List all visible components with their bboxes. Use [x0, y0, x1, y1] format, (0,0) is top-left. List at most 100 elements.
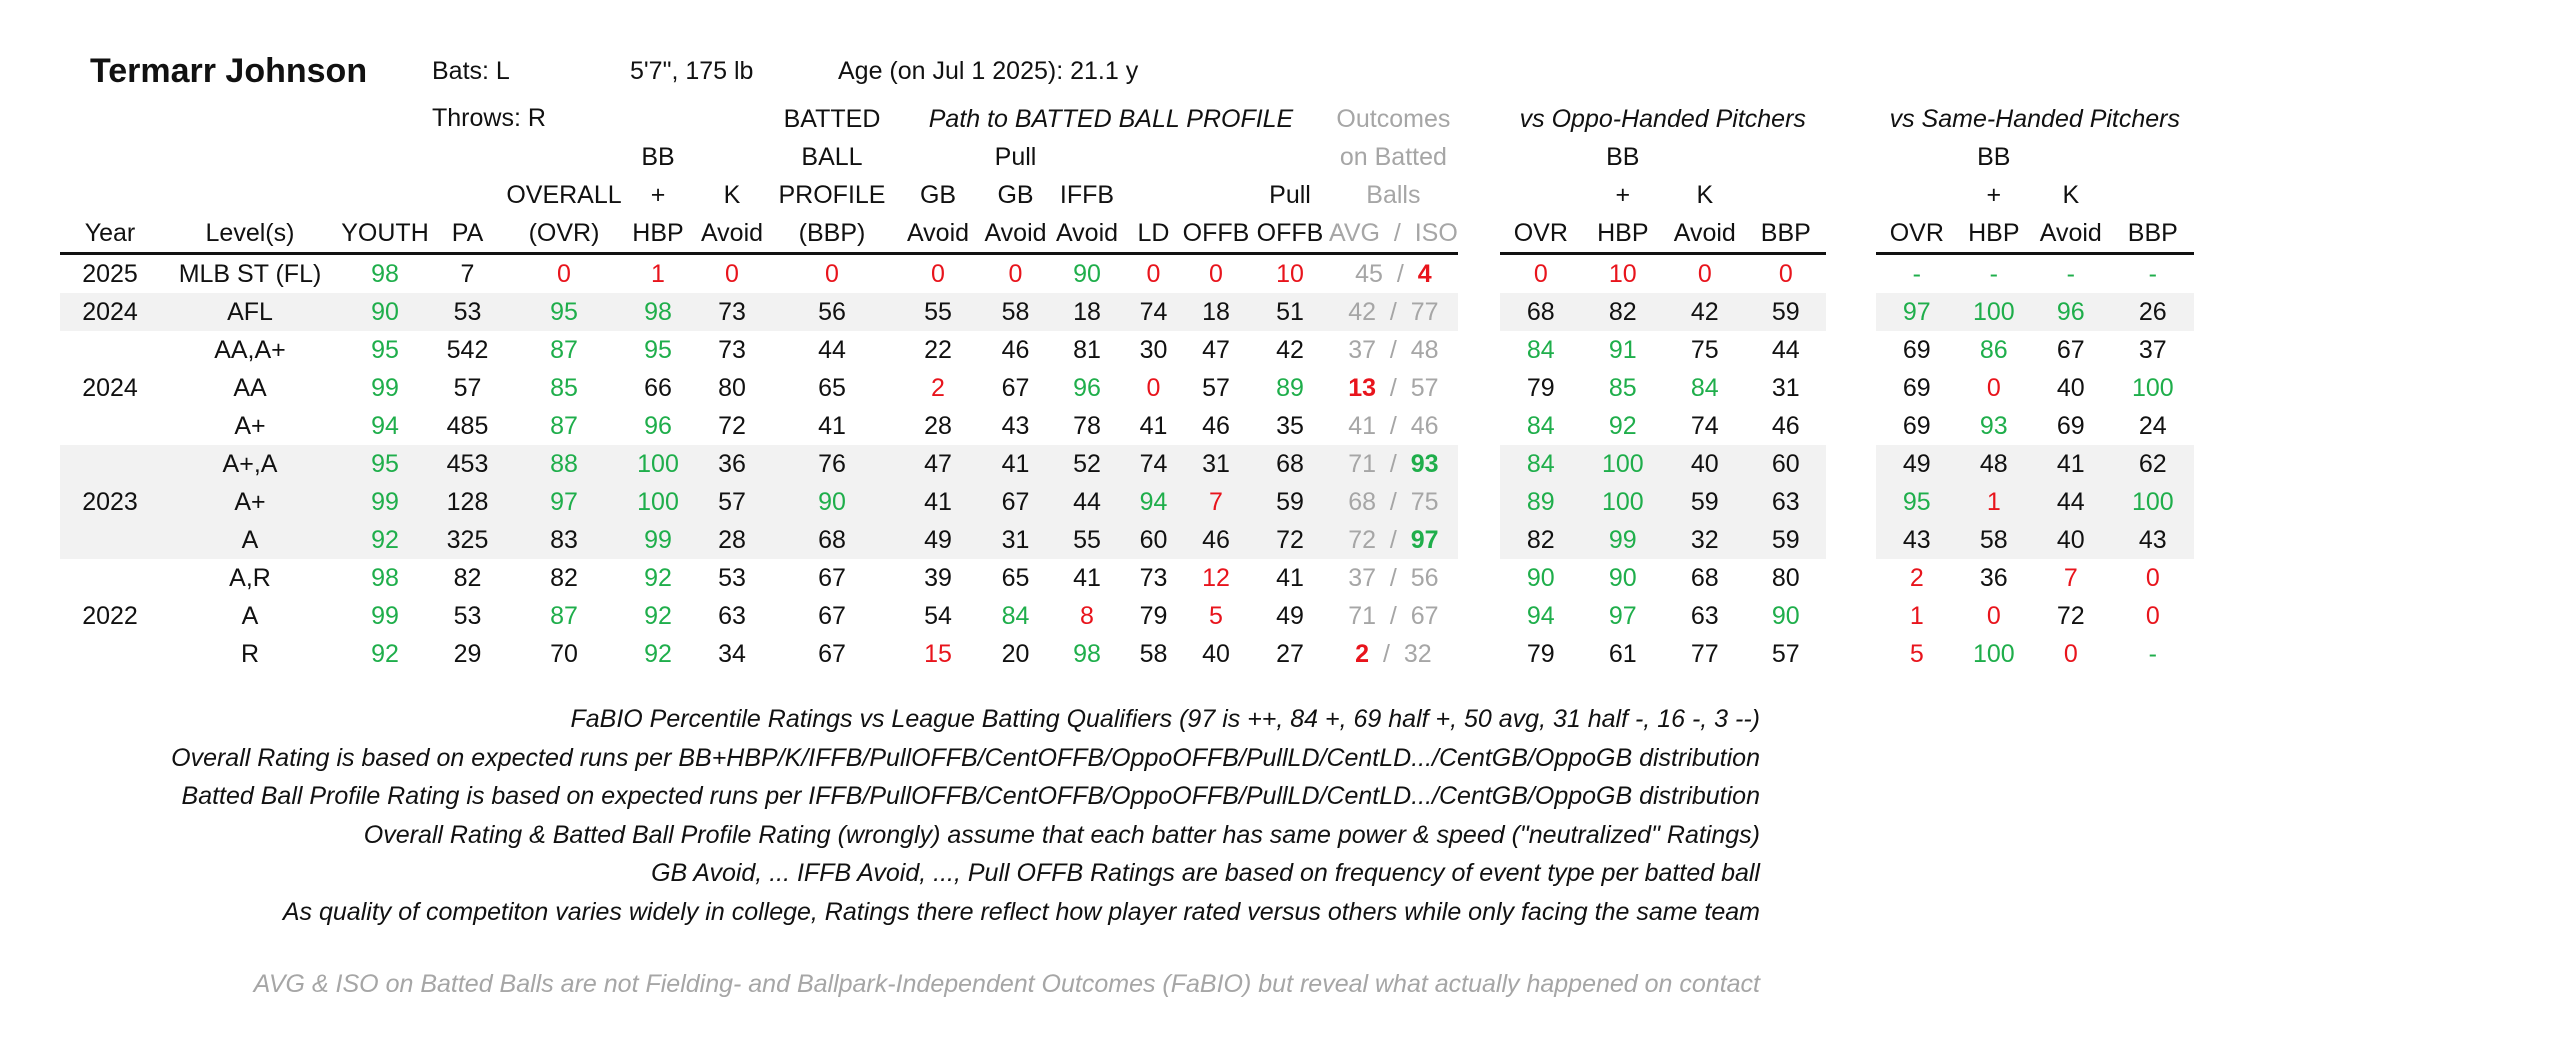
table-row: 2023 A+ 99 128 97 100 57 90 41 67 44 94 7 59 68 / 75 89…: [60, 483, 2194, 521]
cell-o_bbp: 90: [1771, 601, 1800, 630]
cell-pgb: 46: [1001, 335, 1030, 364]
cell-o_k: 0: [1697, 259, 1712, 288]
bats-info: Bats: L: [432, 57, 510, 85]
cell-s_bb: 100: [1972, 639, 2015, 668]
avg-value: 72: [1348, 525, 1377, 554]
cell-o_bb: 85: [1608, 373, 1637, 402]
cell-gb: 0: [931, 259, 945, 288]
cell-pgb: 58: [983, 293, 1048, 331]
cell-s_bbp: 24: [2138, 411, 2167, 440]
kavoid-header-2: Avoid: [693, 214, 771, 255]
oppo-bbhbp-header-1: BB: [1606, 143, 1640, 171]
oppo-kavoid-header-2: Avoid: [1663, 214, 1746, 255]
cell-s_k: 44: [2029, 483, 2112, 521]
cell-pa: 29: [453, 639, 482, 668]
avg-value: 42: [1348, 297, 1377, 326]
oppo-bbhbp-header-3: HBP: [1581, 214, 1664, 255]
bbp-header-3: PROFILE: [778, 181, 886, 209]
cell-o_bb: 99: [1581, 521, 1664, 559]
cell-level: MLB ST (FL): [178, 259, 322, 288]
cell-gb: 22: [924, 335, 952, 364]
cell-bbhbp: 1: [651, 259, 665, 288]
gbavoid-header-2: Avoid: [893, 214, 983, 255]
cell-s_ovr: 2: [1909, 563, 1924, 592]
oppo-ovr-header: OVR: [1499, 214, 1582, 255]
cell-ovr: 70: [550, 639, 578, 668]
avg-iso-separator: /: [1389, 487, 1397, 516]
cell-bbp: 76: [771, 445, 893, 483]
cell-youth: 99: [340, 483, 430, 521]
cell-youth: 98: [371, 563, 399, 592]
cell-level: AFL: [160, 293, 340, 331]
cell-bbhbp: 96: [644, 411, 672, 440]
cell-poffb: 10: [1276, 259, 1304, 288]
spacer: [1457, 253, 1500, 293]
cell-avg-iso: 72 / 97: [1329, 521, 1458, 559]
cell-pgb: 31: [983, 521, 1048, 559]
cell-kav: 34: [718, 639, 746, 668]
cell-pa: 82: [453, 563, 482, 592]
cell-iffb: 18: [1048, 293, 1126, 331]
bbhbp-header-1: BB: [641, 143, 675, 171]
cell-poffb: 27: [1276, 639, 1304, 668]
outcomes-header-2: on Batted: [1339, 143, 1447, 171]
cell-ld: 0: [1146, 373, 1161, 402]
cell-o_k: 74: [1690, 411, 1719, 440]
cell-bbhbp: 100: [623, 483, 693, 521]
cell-iffb: 44: [1048, 483, 1126, 521]
avg-iso-separator: /: [1389, 563, 1397, 592]
cell-o_ovr: 68: [1499, 293, 1582, 331]
cell-o_bb: 92: [1608, 411, 1637, 440]
cell-o_bbp: 46: [1771, 411, 1800, 440]
spacer: [1825, 331, 1876, 369]
levels-header: Level(s): [160, 214, 340, 255]
pulloffb-header-1: Pull: [1269, 181, 1311, 209]
footnote: Overall Rating is based on expected runs…: [171, 743, 1760, 772]
cell-s_bbp: 62: [2111, 445, 2194, 483]
cell-s_bb: 58: [1957, 521, 2030, 559]
cell-pgb: 67: [1001, 373, 1030, 402]
cell-level: A+: [234, 411, 266, 440]
cell-s_bbp: 37: [2138, 335, 2167, 364]
cell-pgb: 43: [1001, 411, 1030, 440]
cell-offb: 0: [1209, 259, 1223, 288]
cell-s_bb: -: [1989, 259, 1998, 288]
cell-avg-iso: 37 / 56: [1329, 559, 1458, 597]
oppo-bbp-header: BBP: [1745, 214, 1826, 255]
iffb-header-1: IFFB: [1059, 181, 1115, 209]
cell-s_bbp: 0: [2145, 601, 2160, 630]
overall-header-1: OVERALL: [506, 181, 622, 209]
cell-pgb: 20: [1001, 639, 1030, 668]
cell-s_ovr: 97: [1875, 293, 1958, 331]
gbavoid-header-1: GB: [919, 181, 957, 209]
cell-youth: 92: [340, 521, 430, 559]
cell-level: A: [241, 601, 259, 630]
cell-bbp: 68: [771, 521, 893, 559]
iso-value: 57: [1410, 373, 1439, 402]
cell-year: [60, 521, 160, 559]
bbp-header-4: (BBP): [771, 214, 893, 255]
cell-ld: 74: [1126, 293, 1181, 331]
kavoid-header-1: K: [723, 181, 741, 209]
cell-offb: 40: [1202, 639, 1230, 668]
cell-kav: 73: [718, 335, 746, 364]
cell-kav: 36: [693, 445, 771, 483]
oppo-kavoid-header-1: K: [1696, 181, 1714, 209]
cell-o_bb: 100: [1581, 483, 1664, 521]
cell-youth: 90: [340, 293, 430, 331]
cell-year: 2025: [82, 259, 138, 288]
avg-value: 37: [1348, 335, 1377, 364]
avg-iso-separator: /: [1389, 449, 1397, 478]
same-kavoid-header-1: K: [2062, 181, 2080, 209]
cell-o_k: 42: [1663, 293, 1746, 331]
cell-level: A+,A: [160, 445, 340, 483]
cell-s_ovr: 69: [1902, 411, 1931, 440]
cell-s_ovr: 69: [1902, 373, 1931, 402]
cell-pgb: 84: [1001, 601, 1030, 630]
cell-year: 2024: [82, 373, 138, 402]
spacer: [1825, 635, 1876, 673]
cell-s_k: 69: [2056, 411, 2085, 440]
spacer: [1457, 293, 1500, 331]
cell-kav: 80: [718, 373, 746, 402]
cell-bbhbp: 98: [623, 293, 693, 331]
